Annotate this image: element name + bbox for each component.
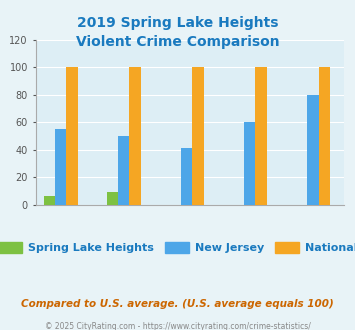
- Text: © 2025 CityRating.com - https://www.cityrating.com/crime-statistics/: © 2025 CityRating.com - https://www.city…: [45, 322, 310, 330]
- Bar: [307, 95, 318, 205]
- Bar: [130, 67, 141, 205]
- Text: Compared to U.S. average. (U.S. average equals 100): Compared to U.S. average. (U.S. average …: [21, 299, 334, 309]
- Bar: [244, 122, 256, 205]
- Bar: [192, 67, 204, 205]
- Bar: [118, 136, 130, 205]
- Text: 2019 Spring Lake Heights
Violent Crime Comparison: 2019 Spring Lake Heights Violent Crime C…: [76, 16, 279, 49]
- Bar: [107, 192, 118, 205]
- Bar: [181, 148, 192, 205]
- Bar: [318, 67, 330, 205]
- Legend: Spring Lake Heights, New Jersey, National: Spring Lake Heights, New Jersey, Nationa…: [0, 237, 355, 258]
- Bar: [55, 129, 66, 205]
- Bar: [256, 67, 267, 205]
- Bar: [44, 196, 55, 205]
- Bar: [66, 67, 78, 205]
